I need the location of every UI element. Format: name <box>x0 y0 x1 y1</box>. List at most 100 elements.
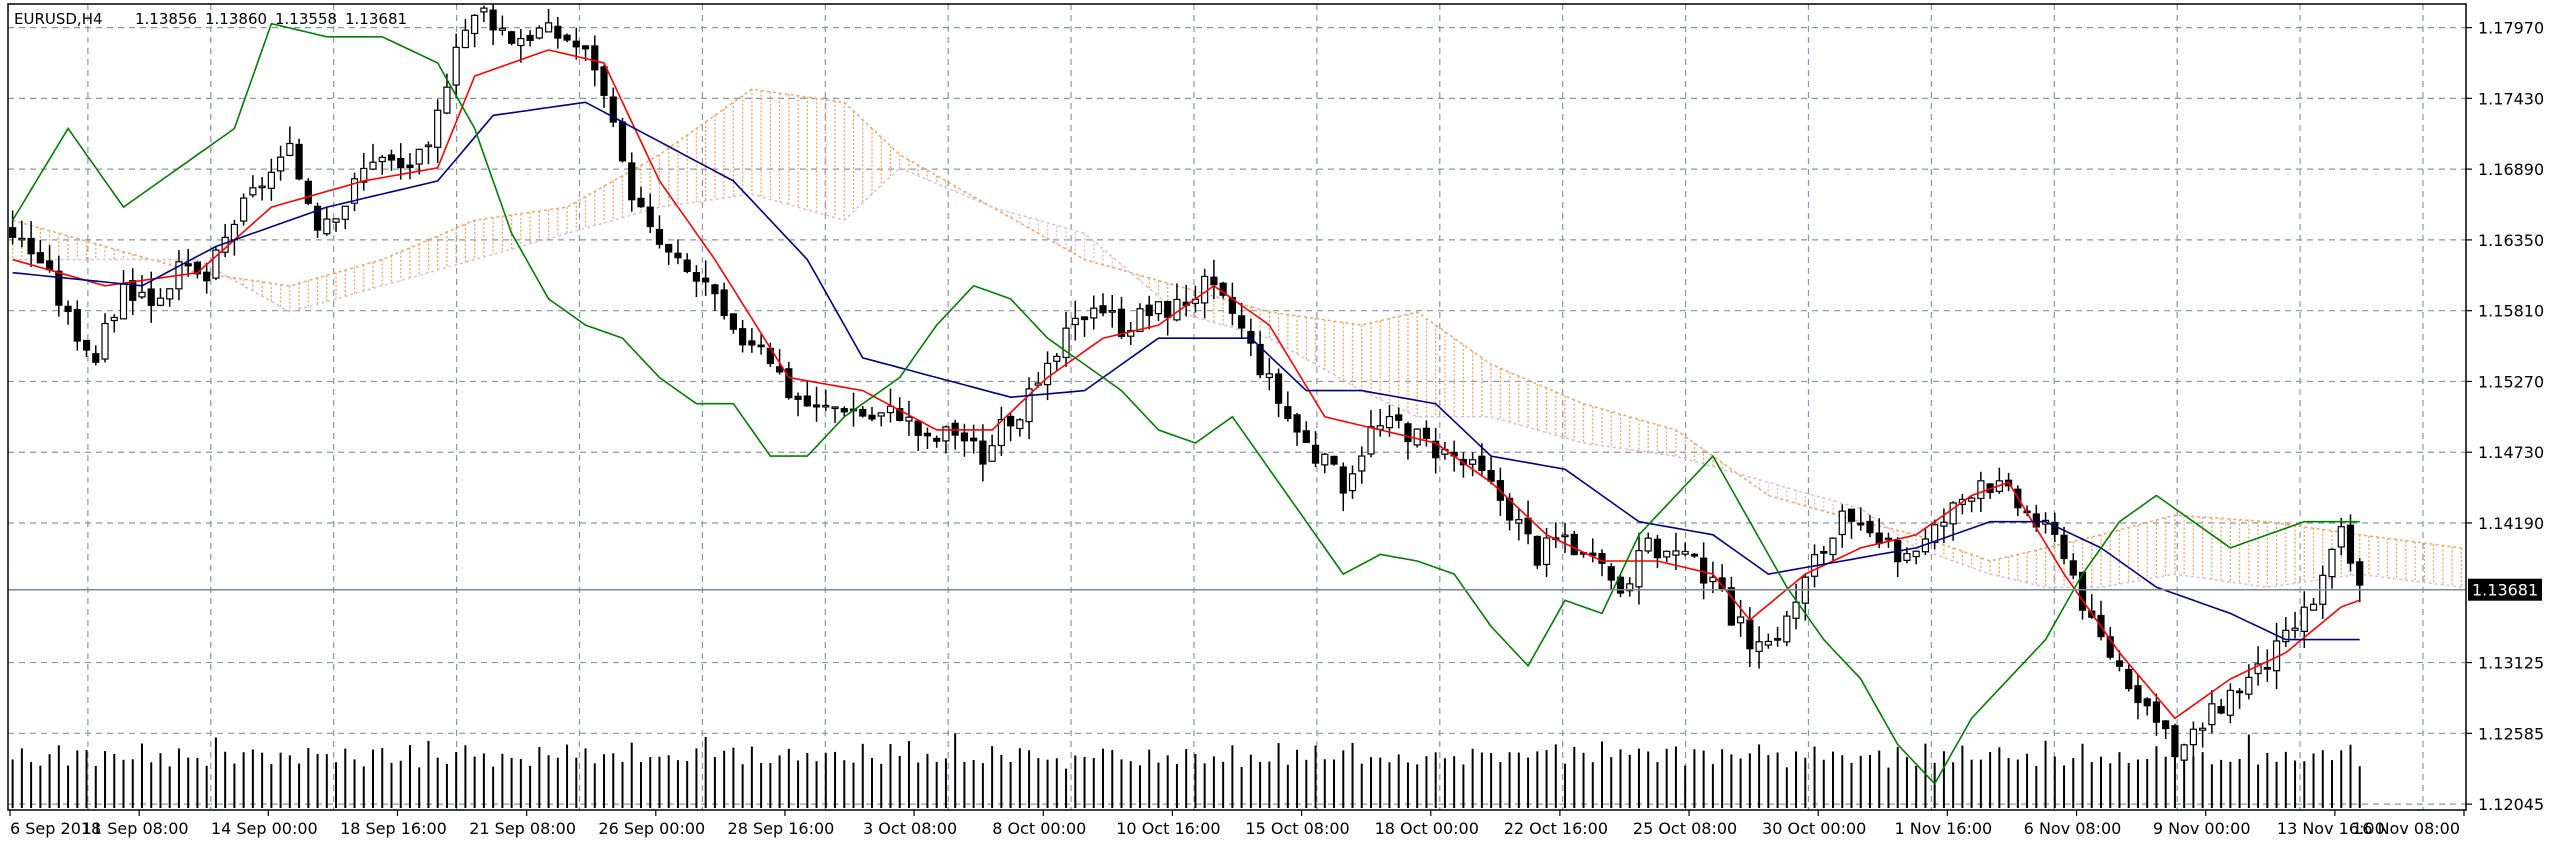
kijun-sen-line <box>12 101 2360 641</box>
candle-body <box>563 34 571 41</box>
candle-body <box>822 404 830 408</box>
candle-body <box>979 440 987 465</box>
candle-body <box>2346 524 2355 564</box>
candle-body <box>1330 455 1338 465</box>
price-tick-label: 1.17970 <box>2478 19 2544 38</box>
candle-body <box>1607 566 1615 581</box>
candle-body <box>748 340 756 346</box>
candle-body <box>2254 663 2262 675</box>
candle-body <box>1108 310 1116 313</box>
candle-body <box>2125 668 2133 690</box>
candle-body <box>1293 414 1301 433</box>
candle-body <box>840 408 848 413</box>
candle-body <box>110 316 118 322</box>
candle-body <box>480 7 488 13</box>
time-tick-label: 21 Sep 08:00 <box>469 819 576 838</box>
candle-body <box>378 156 386 163</box>
candle-body <box>498 27 506 31</box>
candle-body <box>332 218 340 223</box>
candle-body <box>1053 355 1061 362</box>
candle-body <box>1940 521 1948 527</box>
time-tick-label: 28 Sep 16:00 <box>728 819 835 838</box>
candle-body <box>1829 537 1837 556</box>
candle-body <box>1847 508 1856 522</box>
candle-body <box>1838 510 1846 536</box>
candle-body <box>1404 423 1412 443</box>
candle-body <box>1709 576 1717 583</box>
candle-body <box>1616 576 1625 594</box>
candle-body <box>1164 300 1172 318</box>
candle-body <box>9 227 17 238</box>
candle-body <box>997 418 1005 447</box>
price-tick-label: 1.16350 <box>2478 231 2544 250</box>
price-tick-label: 1.15270 <box>2478 372 2544 391</box>
candle-body <box>1783 615 1791 643</box>
candle-body <box>45 260 54 271</box>
candle-body <box>1857 522 1865 526</box>
candle-body <box>212 249 220 279</box>
candle-body <box>803 395 811 407</box>
candle-body <box>1653 538 1662 559</box>
candle-body <box>2217 706 2225 714</box>
candle-body <box>489 9 497 31</box>
candle-body <box>461 29 470 49</box>
candle-body <box>1127 330 1135 337</box>
candle-body <box>1265 373 1273 379</box>
candle-body <box>2051 521 2059 535</box>
candle-body <box>646 206 654 228</box>
price-tick-label: 1.17430 <box>2478 89 2544 108</box>
time-tick-label: 25 Oct 08:00 <box>1633 819 1737 838</box>
candle-body <box>2199 727 2207 731</box>
candle-body <box>1238 315 1246 329</box>
candle-body <box>1311 444 1320 464</box>
chart-header: EURUSD,H4 1.13856 1.13860 1.13558 1.1368… <box>14 10 407 28</box>
time-tick-label: 14 Sep 00:00 <box>211 819 318 838</box>
candle-body <box>2309 603 2318 611</box>
price-tick-label: 1.16890 <box>2478 160 2544 179</box>
ohlc-high: 1.13860 <box>205 10 267 28</box>
candle-body <box>2208 703 2216 726</box>
candle-body <box>1884 537 1893 541</box>
candle-body <box>350 178 359 204</box>
candle-body <box>406 164 414 169</box>
time-tick-label: 1 Nov 16:00 <box>1895 819 1993 838</box>
candle-body <box>637 197 645 208</box>
candle-body <box>1321 453 1329 466</box>
current-price-tag <box>2468 578 2542 601</box>
price-axis[interactable]: 1.17970 1.17430 1.16890 1.16350 1.15810 1.152… <box>2466 19 2544 815</box>
candle-body <box>1487 470 1495 482</box>
symbol-timeframe: EURUSD,H4 <box>14 10 103 28</box>
candle-body <box>600 66 608 96</box>
price-tick-label: 1.12045 <box>2478 795 2544 814</box>
indicator-lines <box>11 22 2360 786</box>
time-tick-label: 9 Nov 00:00 <box>2153 819 2251 838</box>
candle-body <box>1201 275 1209 304</box>
candle-body <box>2337 526 2345 548</box>
candle-body <box>369 161 377 170</box>
ohlc-open: 1.13856 <box>135 10 197 28</box>
senkou-span-b-line <box>12 166 2462 588</box>
candle-body <box>1931 524 1939 544</box>
time-tick-label: 22 Oct 16:00 <box>1504 819 1608 838</box>
candle-body <box>1764 640 1772 646</box>
candle-body <box>92 353 100 363</box>
time-tick-label: 10 Oct 16:00 <box>1116 819 1220 838</box>
candle-body <box>1524 517 1532 535</box>
candle-body <box>1746 619 1754 650</box>
candle-body <box>581 45 590 50</box>
candle-body <box>1247 330 1255 344</box>
candle-body <box>711 284 719 295</box>
candle-body <box>82 339 91 351</box>
candle-body <box>2236 690 2244 694</box>
price-tick-label: 1.12585 <box>2478 724 2544 743</box>
candle-body <box>1358 455 1366 472</box>
candle-body <box>295 143 303 180</box>
candle-body <box>1025 388 1033 423</box>
candle-body <box>1145 304 1153 317</box>
candle-body <box>1099 305 1107 314</box>
candle-body <box>1007 415 1015 427</box>
candle-body <box>1875 532 1883 545</box>
